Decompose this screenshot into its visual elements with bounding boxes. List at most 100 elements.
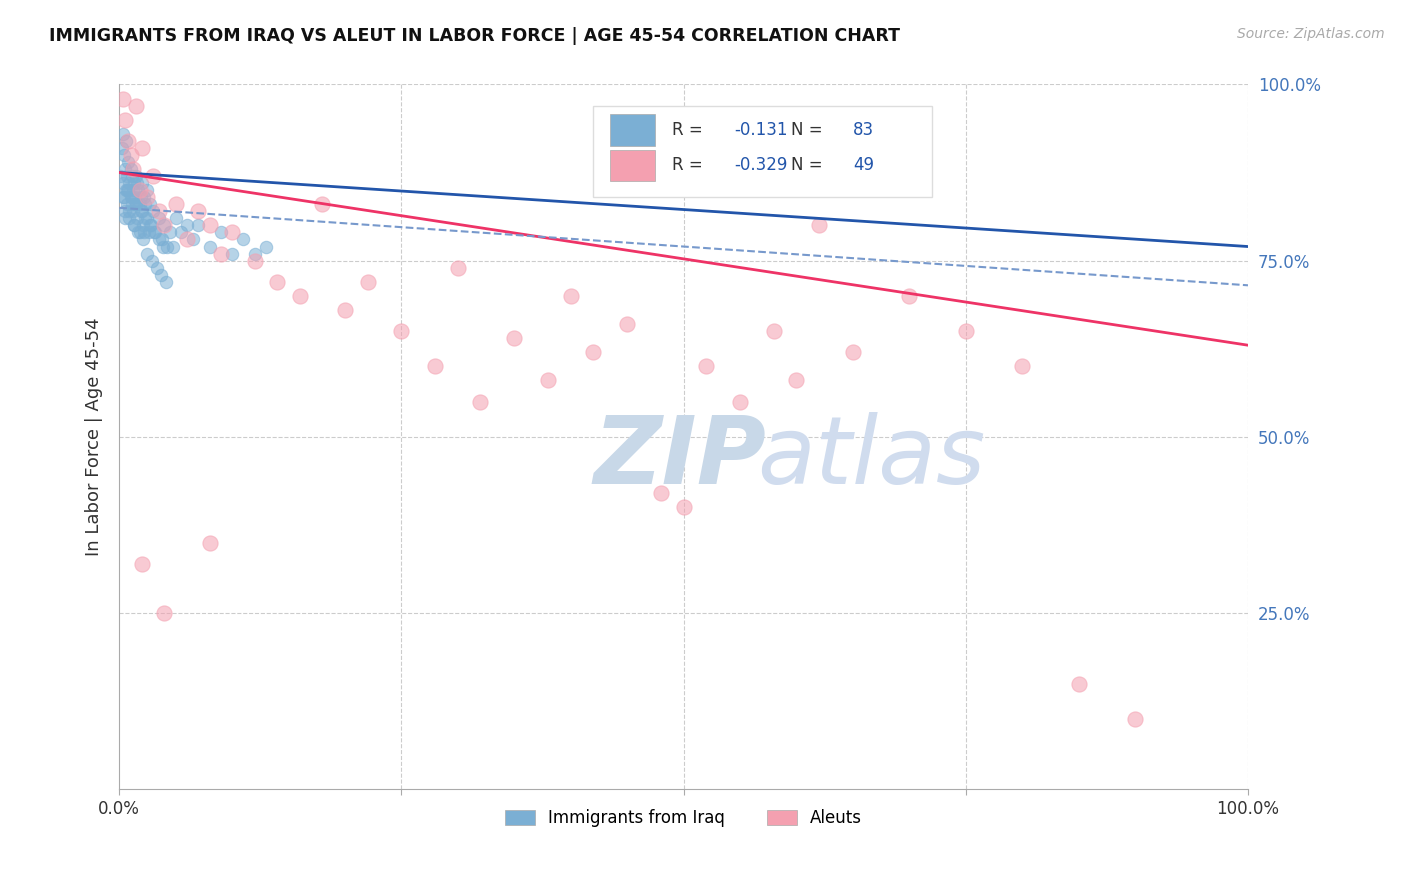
Point <box>139 219 162 233</box>
FancyBboxPatch shape <box>610 114 655 146</box>
Point <box>141 253 163 268</box>
Point <box>560 289 582 303</box>
Point <box>650 486 672 500</box>
Point <box>152 239 174 253</box>
Point <box>582 345 605 359</box>
Point <box>117 155 139 169</box>
Point <box>198 535 221 549</box>
Point <box>162 239 184 253</box>
Text: 49: 49 <box>853 156 875 175</box>
Text: -0.329: -0.329 <box>734 156 787 175</box>
Point <box>150 268 173 282</box>
Point <box>121 169 143 183</box>
Point <box>955 324 977 338</box>
Point <box>425 359 447 374</box>
Point <box>898 289 921 303</box>
Point <box>127 183 149 197</box>
Point <box>115 183 138 197</box>
Point <box>121 197 143 211</box>
Point <box>120 148 142 162</box>
Point <box>165 211 187 226</box>
Point <box>132 232 155 246</box>
Point <box>132 219 155 233</box>
FancyBboxPatch shape <box>610 150 655 181</box>
Point <box>333 302 356 317</box>
Point <box>136 211 159 226</box>
Point <box>129 190 152 204</box>
Point <box>187 219 209 233</box>
Point <box>128 197 150 211</box>
Point <box>391 324 413 338</box>
Point <box>121 190 143 204</box>
Text: atlas: atlas <box>756 412 986 503</box>
Point <box>1067 676 1090 690</box>
Point <box>170 226 193 240</box>
Point <box>111 127 134 141</box>
Point <box>176 219 198 233</box>
Point <box>243 253 266 268</box>
Point <box>127 211 149 226</box>
Point <box>125 169 148 183</box>
Text: ZIP: ZIP <box>593 412 766 504</box>
Point <box>132 190 155 204</box>
Point <box>132 226 155 240</box>
Point <box>155 275 177 289</box>
Point <box>114 204 136 219</box>
Point <box>176 232 198 246</box>
Point <box>148 204 170 219</box>
Point <box>537 374 560 388</box>
Point <box>125 98 148 112</box>
Point <box>209 246 232 260</box>
Point <box>111 91 134 105</box>
Point <box>115 183 138 197</box>
Point <box>114 211 136 226</box>
Point <box>198 239 221 253</box>
Point <box>125 197 148 211</box>
Text: -0.131: -0.131 <box>734 121 787 139</box>
Point <box>142 169 165 183</box>
Text: N =: N = <box>790 121 828 139</box>
Point <box>120 190 142 204</box>
Point <box>110 169 132 183</box>
Point <box>110 141 132 155</box>
Point <box>131 141 153 155</box>
Y-axis label: In Labor Force | Age 45-54: In Labor Force | Age 45-54 <box>86 318 103 556</box>
Point <box>762 324 785 338</box>
Point <box>153 606 176 620</box>
Point <box>503 331 526 345</box>
Point <box>221 226 243 240</box>
Point <box>117 134 139 148</box>
Point <box>153 219 176 233</box>
Point <box>134 211 156 226</box>
Point <box>136 190 159 204</box>
Point <box>145 260 167 275</box>
Point <box>150 232 173 246</box>
Point <box>142 204 165 219</box>
Point <box>254 239 277 253</box>
Point <box>145 226 167 240</box>
Point <box>311 197 333 211</box>
Point <box>122 219 145 233</box>
Point <box>111 190 134 204</box>
Legend: Immigrants from Iraq, Aleuts: Immigrants from Iraq, Aleuts <box>498 803 869 834</box>
Text: R =: R = <box>672 156 709 175</box>
FancyBboxPatch shape <box>593 105 932 197</box>
Point <box>112 190 135 204</box>
Point <box>209 226 232 240</box>
Text: R =: R = <box>672 121 709 139</box>
Point <box>138 226 160 240</box>
Point <box>114 112 136 127</box>
Point <box>165 197 187 211</box>
Point <box>128 183 150 197</box>
Point <box>111 176 134 190</box>
Point <box>143 226 166 240</box>
Point <box>115 169 138 183</box>
Point <box>672 500 695 515</box>
Point <box>124 190 146 204</box>
Point <box>785 374 807 388</box>
Point <box>288 289 311 303</box>
Point <box>159 226 181 240</box>
Point <box>616 317 638 331</box>
Text: N =: N = <box>790 156 828 175</box>
Point <box>266 275 288 289</box>
